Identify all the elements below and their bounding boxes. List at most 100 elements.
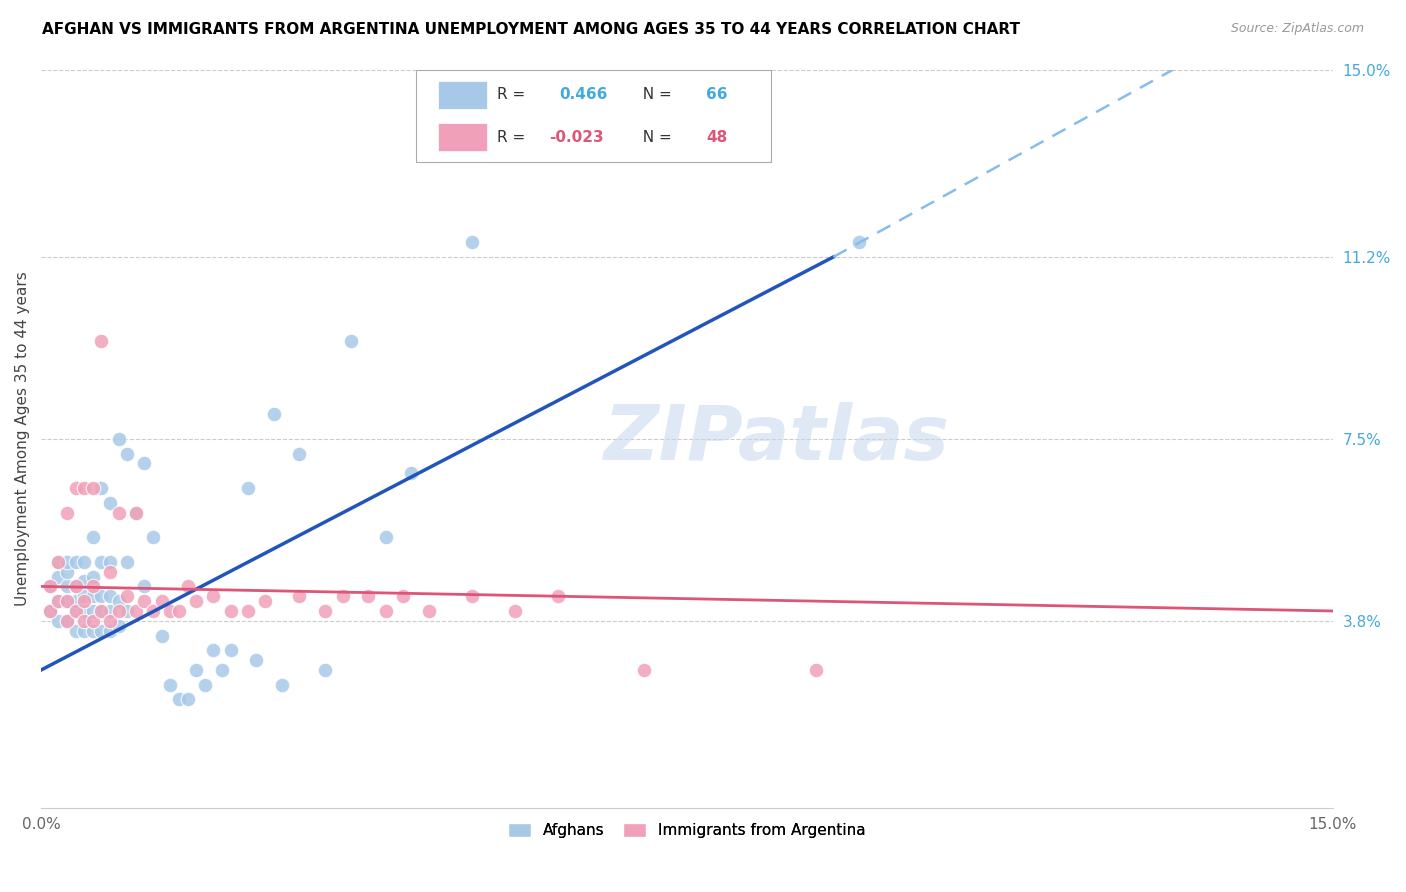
Point [125,506,148,520]
Point [82,614,104,628]
Point [115,604,138,618]
Point [56,594,79,608]
Point [184,594,207,608]
Point [73,574,96,589]
Point [253,594,276,608]
Point [194,678,217,692]
Point [73,604,96,618]
Point [374,604,396,618]
Point [82,569,104,583]
Point [46,614,69,628]
Point [219,604,242,618]
Point [65,604,87,618]
Point [391,589,413,603]
Point [73,624,96,638]
Point [65,579,87,593]
Point [98,624,121,638]
Point [46,594,69,608]
Point [115,555,138,569]
Point [125,506,148,520]
FancyBboxPatch shape [416,70,770,162]
Text: N =: N = [633,87,676,103]
Point [65,481,87,495]
Text: 66: 66 [706,87,728,103]
Point [314,663,336,677]
Point [219,643,242,657]
Point [374,530,396,544]
Point [98,589,121,603]
Point [82,579,104,593]
Point [82,530,104,544]
Point [46,569,69,583]
Point [65,604,87,618]
Point [288,589,311,603]
Point [150,594,173,608]
Point [332,589,354,603]
Point [134,579,156,593]
Text: 0.466: 0.466 [560,87,607,103]
Legend: Afghans, Immigrants from Argentina: Afghans, Immigrants from Argentina [502,816,872,845]
Point [236,604,259,618]
Point [38,579,60,593]
Point [90,624,112,638]
Bar [437,81,486,109]
Point [503,604,526,618]
Point [90,481,112,495]
Point [90,589,112,603]
Bar [437,123,486,152]
Point [202,589,225,603]
Point [236,481,259,495]
Point [202,643,225,657]
Point [107,618,129,632]
Point [46,594,69,608]
Point [56,506,79,520]
Point [82,604,104,618]
Point [460,235,482,249]
Point [159,604,181,618]
Point [150,629,173,643]
Point [211,663,233,677]
Point [56,594,79,608]
Point [38,579,60,593]
Point [56,555,79,569]
Text: R =: R = [498,87,536,103]
Point [340,334,363,348]
Y-axis label: Unemployment Among Ages 35 to 44 years: Unemployment Among Ages 35 to 44 years [15,271,30,607]
Point [56,579,79,593]
Point [418,604,440,618]
Point [56,614,79,628]
Point [56,565,79,579]
Point [547,589,569,603]
Point [107,506,129,520]
Point [98,555,121,569]
Point [263,407,285,421]
Point [633,663,655,677]
Point [357,589,380,603]
Point [73,481,96,495]
Text: N =: N = [633,130,676,145]
Point [460,589,482,603]
Point [98,565,121,579]
Point [184,663,207,677]
Point [46,555,69,569]
Point [271,678,294,692]
Point [90,604,112,618]
Point [65,624,87,638]
Point [65,594,87,608]
Text: R =: R = [498,130,530,145]
Point [98,604,121,618]
Point [176,692,198,706]
Point [46,555,69,569]
Point [401,467,423,481]
Point [90,555,112,569]
Point [134,594,156,608]
Point [115,447,138,461]
Text: 48: 48 [706,130,728,145]
Point [73,594,96,608]
Point [98,496,121,510]
Point [107,604,129,618]
Point [142,530,165,544]
Point [73,589,96,603]
Text: -0.023: -0.023 [548,130,603,145]
Text: ZIPatlas: ZIPatlas [605,402,950,475]
